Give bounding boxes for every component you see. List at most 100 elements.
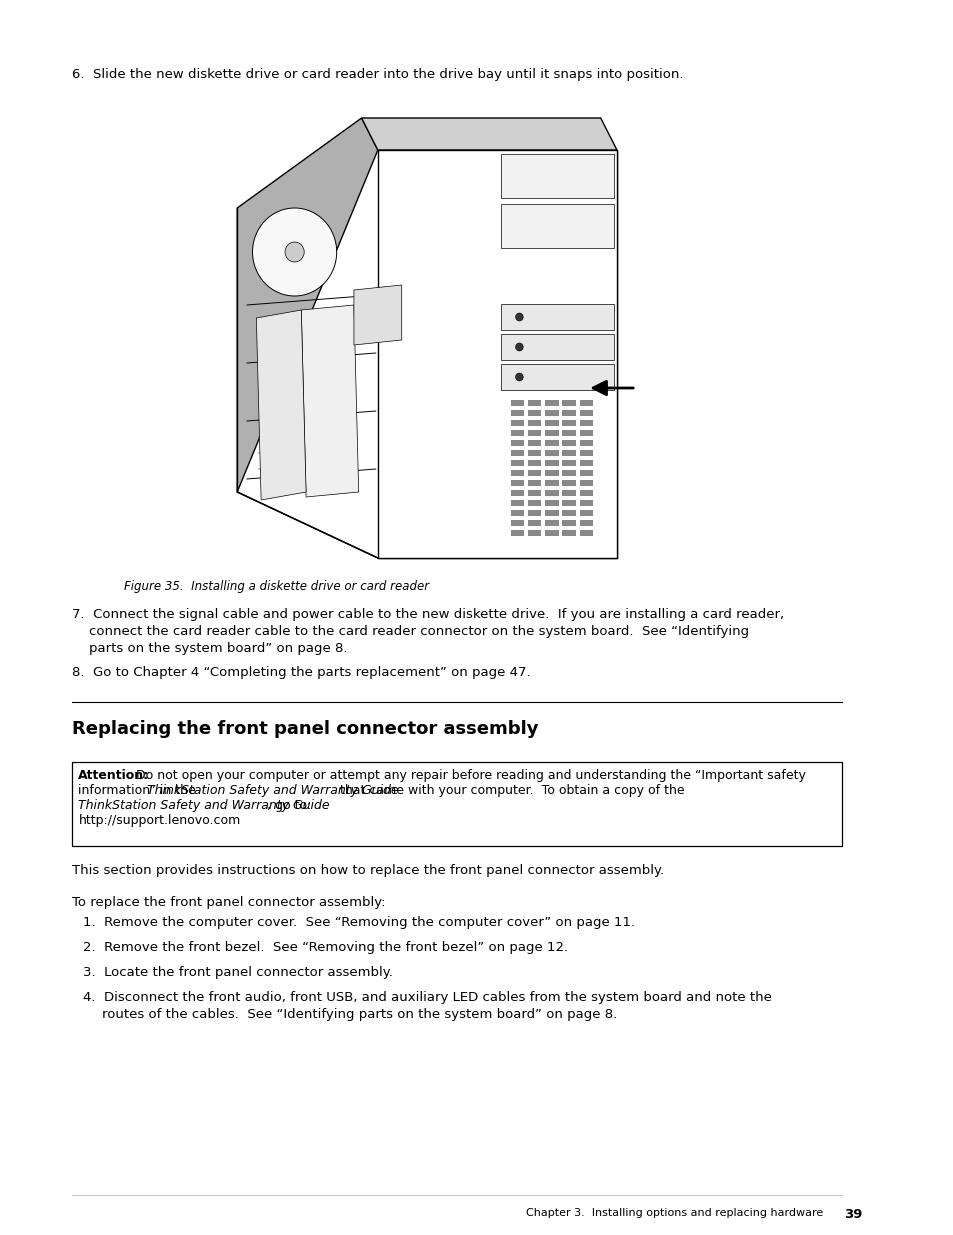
- Bar: [527, 420, 540, 426]
- Text: information” in the: information” in the: [78, 784, 200, 797]
- Polygon shape: [377, 149, 617, 558]
- Text: 6.  Slide the new diskette drive or card reader into the drive bay until it snap: 6. Slide the new diskette drive or card …: [71, 68, 682, 82]
- Bar: [510, 480, 523, 487]
- Bar: [510, 420, 523, 426]
- Text: 3.  Locate the front panel connector assembly.: 3. Locate the front panel connector asse…: [83, 966, 393, 979]
- FancyBboxPatch shape: [71, 762, 841, 846]
- Bar: [510, 440, 523, 446]
- Text: 8.  Go to Chapter 4 “Completing the parts replacement” on page 47.: 8. Go to Chapter 4 “Completing the parts…: [71, 666, 530, 679]
- Text: To replace the front panel connector assembly:: To replace the front panel connector ass…: [71, 897, 385, 909]
- Bar: [545, 430, 558, 436]
- Polygon shape: [256, 310, 306, 500]
- Bar: [510, 410, 523, 416]
- Bar: [510, 490, 523, 496]
- Circle shape: [515, 373, 522, 382]
- Bar: [527, 500, 540, 506]
- Circle shape: [515, 343, 522, 351]
- Text: parts on the system board” on page 8.: parts on the system board” on page 8.: [89, 642, 347, 655]
- Text: http://support.lenovo.com: http://support.lenovo.com: [78, 814, 240, 827]
- Text: 39: 39: [842, 1208, 862, 1221]
- Bar: [527, 480, 540, 487]
- Bar: [545, 500, 558, 506]
- Text: Chapter 3.  Installing options and replacing hardware: Chapter 3. Installing options and replac…: [525, 1208, 836, 1218]
- Text: Figure 35.  Installing a diskette drive or card reader: Figure 35. Installing a diskette drive o…: [124, 580, 429, 593]
- Polygon shape: [301, 305, 358, 496]
- Polygon shape: [237, 119, 377, 492]
- Bar: [562, 500, 576, 506]
- Bar: [562, 530, 576, 536]
- Bar: [579, 490, 593, 496]
- Bar: [579, 530, 593, 536]
- Bar: [527, 400, 540, 406]
- Bar: [527, 471, 540, 475]
- Bar: [579, 450, 593, 456]
- Bar: [545, 410, 558, 416]
- Bar: [527, 430, 540, 436]
- Bar: [545, 450, 558, 456]
- Text: Replacing the front panel connector assembly: Replacing the front panel connector asse…: [71, 720, 537, 739]
- Text: 1.  Remove the computer cover.  See “Removing the computer cover” on page 11.: 1. Remove the computer cover. See “Remov…: [83, 916, 635, 929]
- Bar: [510, 459, 523, 466]
- Bar: [562, 410, 576, 416]
- Text: ThinkStation Safety and Warranty Guide: ThinkStation Safety and Warranty Guide: [78, 799, 330, 811]
- Bar: [510, 400, 523, 406]
- Bar: [579, 420, 593, 426]
- Text: Do not open your computer or attempt any repair before reading and understanding: Do not open your computer or attempt any…: [132, 769, 805, 782]
- Bar: [562, 440, 576, 446]
- Bar: [545, 520, 558, 526]
- Bar: [527, 459, 540, 466]
- Bar: [527, 490, 540, 496]
- Polygon shape: [500, 333, 614, 359]
- Polygon shape: [500, 154, 614, 198]
- Text: This section provides instructions on how to replace the front panel connector a: This section provides instructions on ho…: [71, 864, 663, 877]
- Bar: [579, 520, 593, 526]
- Bar: [562, 520, 576, 526]
- Bar: [562, 459, 576, 466]
- Bar: [510, 530, 523, 536]
- Text: connect the card reader cable to the card reader connector on the system board. : connect the card reader cable to the car…: [89, 625, 748, 638]
- Polygon shape: [237, 492, 377, 558]
- Bar: [579, 410, 593, 416]
- Bar: [579, 480, 593, 487]
- Bar: [510, 500, 523, 506]
- Polygon shape: [361, 119, 617, 149]
- Bar: [562, 450, 576, 456]
- Bar: [510, 430, 523, 436]
- Bar: [527, 530, 540, 536]
- Bar: [527, 440, 540, 446]
- Text: 4.  Disconnect the front audio, front USB, and auxiliary LED cables from the sys: 4. Disconnect the front audio, front USB…: [83, 990, 771, 1004]
- Bar: [545, 510, 558, 516]
- Circle shape: [515, 312, 522, 321]
- Bar: [545, 471, 558, 475]
- Text: that came with your computer.  To obtain a copy of the: that came with your computer. To obtain …: [335, 784, 683, 797]
- Bar: [545, 530, 558, 536]
- Bar: [527, 510, 540, 516]
- Bar: [562, 420, 576, 426]
- Polygon shape: [500, 364, 614, 390]
- Text: routes of the cables.  See “Identifying parts on the system board” on page 8.: routes of the cables. See “Identifying p…: [102, 1008, 617, 1021]
- Bar: [527, 450, 540, 456]
- Bar: [545, 440, 558, 446]
- Polygon shape: [354, 285, 401, 345]
- Bar: [579, 471, 593, 475]
- Text: ThinkStation Safety and Warranty Guide: ThinkStation Safety and Warranty Guide: [147, 784, 398, 797]
- Circle shape: [253, 207, 336, 296]
- Bar: [579, 459, 593, 466]
- Bar: [562, 490, 576, 496]
- Bar: [562, 471, 576, 475]
- Bar: [545, 480, 558, 487]
- Bar: [545, 400, 558, 406]
- Bar: [579, 400, 593, 406]
- Bar: [545, 459, 558, 466]
- Bar: [579, 500, 593, 506]
- Polygon shape: [500, 204, 614, 248]
- Circle shape: [285, 242, 304, 262]
- Polygon shape: [500, 304, 614, 330]
- Bar: [579, 510, 593, 516]
- Bar: [579, 430, 593, 436]
- Bar: [562, 480, 576, 487]
- Bar: [545, 490, 558, 496]
- Text: , go to:: , go to:: [267, 799, 311, 811]
- Bar: [510, 450, 523, 456]
- Bar: [527, 410, 540, 416]
